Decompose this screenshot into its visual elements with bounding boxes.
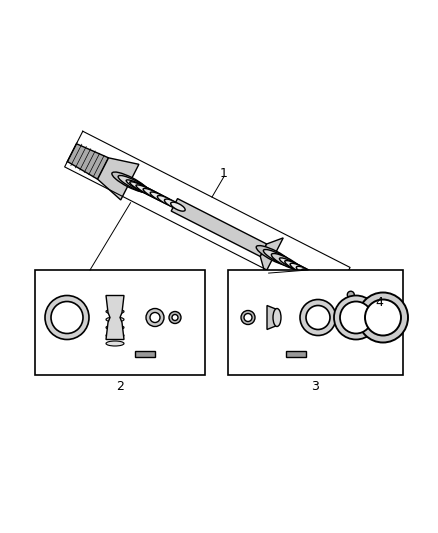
Ellipse shape <box>244 313 252 321</box>
Ellipse shape <box>112 172 148 192</box>
Polygon shape <box>171 199 267 256</box>
Ellipse shape <box>347 291 354 298</box>
Ellipse shape <box>106 325 124 330</box>
Ellipse shape <box>306 305 330 329</box>
Ellipse shape <box>300 300 336 335</box>
Ellipse shape <box>256 246 292 266</box>
Polygon shape <box>98 158 139 200</box>
Ellipse shape <box>106 309 124 314</box>
Ellipse shape <box>263 249 296 268</box>
Ellipse shape <box>126 180 155 195</box>
Ellipse shape <box>157 196 177 207</box>
Bar <box>228 270 403 375</box>
Ellipse shape <box>51 302 83 334</box>
Polygon shape <box>106 295 124 340</box>
Ellipse shape <box>146 309 164 327</box>
Ellipse shape <box>169 311 181 324</box>
Ellipse shape <box>130 182 162 199</box>
Ellipse shape <box>365 300 401 335</box>
Polygon shape <box>260 238 283 273</box>
Ellipse shape <box>285 261 308 273</box>
Text: 4: 4 <box>376 296 384 309</box>
Text: 3: 3 <box>311 381 319 393</box>
Ellipse shape <box>358 293 408 343</box>
Ellipse shape <box>164 199 181 209</box>
Polygon shape <box>312 270 342 293</box>
Ellipse shape <box>307 272 321 281</box>
Ellipse shape <box>150 192 173 205</box>
Text: 1: 1 <box>220 167 228 180</box>
Bar <box>35 270 205 375</box>
Polygon shape <box>67 144 109 179</box>
Polygon shape <box>286 351 306 357</box>
Ellipse shape <box>118 175 150 193</box>
Ellipse shape <box>241 311 255 325</box>
Ellipse shape <box>297 266 314 277</box>
Ellipse shape <box>302 269 318 279</box>
Ellipse shape <box>171 202 185 211</box>
Ellipse shape <box>150 312 160 322</box>
Polygon shape <box>135 351 155 357</box>
Ellipse shape <box>143 189 170 203</box>
Text: 2: 2 <box>116 381 124 393</box>
Ellipse shape <box>334 295 378 340</box>
Ellipse shape <box>273 309 281 327</box>
Ellipse shape <box>45 295 89 340</box>
Ellipse shape <box>272 254 300 270</box>
Ellipse shape <box>136 185 166 201</box>
Ellipse shape <box>340 302 372 334</box>
Polygon shape <box>267 305 277 329</box>
Ellipse shape <box>345 289 357 301</box>
Ellipse shape <box>290 263 312 276</box>
Ellipse shape <box>106 317 124 322</box>
Ellipse shape <box>106 341 124 346</box>
Ellipse shape <box>106 333 124 338</box>
Ellipse shape <box>172 314 178 320</box>
Ellipse shape <box>279 258 304 272</box>
